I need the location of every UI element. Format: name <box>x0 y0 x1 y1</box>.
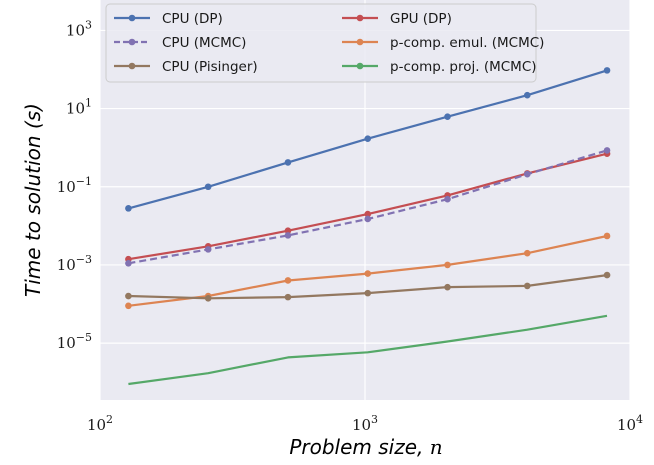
data-point-cpu-dp <box>125 205 132 212</box>
legend-label: GPU (DP) <box>390 11 452 27</box>
data-point-cpu-dp <box>444 113 451 120</box>
data-point-cpu-mcmc <box>523 170 531 178</box>
legend-label: p-comp. emul. (MCMC) <box>390 35 544 51</box>
data-point-cpu-pisinger <box>444 283 451 291</box>
y-tick-label: 10−5 <box>57 331 92 352</box>
legend-marker <box>128 38 136 46</box>
legend-label: CPU (DP) <box>162 11 223 27</box>
y-tick-label: 103 <box>66 18 92 39</box>
legend-marker <box>356 14 364 22</box>
data-point-cpu-pisinger <box>284 293 292 301</box>
data-point-cpu-mcmc <box>444 195 451 203</box>
y-tick-label: 101 <box>66 97 92 118</box>
data-point-p-comp-emul-mcmc <box>284 277 292 284</box>
data-point-cpu-mcmc <box>284 232 292 239</box>
series-p-comp-proj-mcmc <box>128 314 608 386</box>
data-point-p-comp-emul-mcmc <box>364 270 372 277</box>
y-axis-label: Time to solution (s) <box>21 103 45 297</box>
series-cpu-dp <box>125 67 611 212</box>
data-point-cpu-dp <box>364 135 372 142</box>
data-point-cpu-pisinger <box>523 282 531 290</box>
data-point-cpu-mcmc <box>125 260 132 267</box>
data-point-p-comp-emul-mcmc <box>444 261 451 269</box>
series-layer <box>125 67 611 386</box>
legend: CPU (DP) GPU (DP) CPU (MCMC) p-comp. emul. … <box>105 3 544 83</box>
y-axis-ticks: 10−5 10−3 10−1 101 103 <box>57 18 92 352</box>
data-point-p-comp-emul-mcmc <box>523 249 531 257</box>
x-tick-label: 103 <box>352 413 378 434</box>
data-point-cpu-dp <box>284 159 292 166</box>
data-point-p-comp-emul-mcmc <box>603 232 611 240</box>
data-point-cpu-dp <box>523 91 531 99</box>
data-point-cpu-pisinger <box>364 289 372 297</box>
legend-label: p-comp. proj. (MCMC) <box>390 59 537 75</box>
y-tick-label: 10−1 <box>57 175 92 196</box>
series-line-p-comp-proj-mcmc <box>128 314 608 386</box>
data-point-p-comp-emul-mcmc <box>125 302 132 310</box>
data-point-cpu-mcmc <box>603 147 611 154</box>
series-cpu-mcmc <box>125 147 611 267</box>
data-point-cpu-pisinger <box>204 294 212 302</box>
legend-label: CPU (MCMC) <box>162 35 246 51</box>
legend-marker <box>128 62 136 70</box>
series-cpu-pisinger <box>125 271 611 302</box>
legend-marker <box>356 62 364 70</box>
x-axis-ticks: 102 103 104 <box>87 413 643 434</box>
x-axis-label: Problem size, n <box>289 435 442 459</box>
data-point-cpu-dp <box>603 67 611 74</box>
x-tick-label: 104 <box>617 413 643 434</box>
legend-box <box>105 3 537 83</box>
data-point-gpu-dp <box>364 210 372 218</box>
y-tick-label: 10−3 <box>57 253 92 274</box>
data-point-cpu-dp <box>204 183 212 191</box>
legend-marker <box>128 14 136 22</box>
data-point-cpu-mcmc <box>204 246 212 253</box>
x-tick-label: 102 <box>87 413 113 434</box>
legend-marker <box>356 38 364 46</box>
legend-label: CPU (Pisinger) <box>162 59 258 75</box>
data-point-gpu-dp <box>284 227 292 235</box>
data-point-cpu-pisinger <box>125 292 132 300</box>
data-point-cpu-pisinger <box>603 271 611 279</box>
data-point-cpu-mcmc <box>364 215 372 223</box>
